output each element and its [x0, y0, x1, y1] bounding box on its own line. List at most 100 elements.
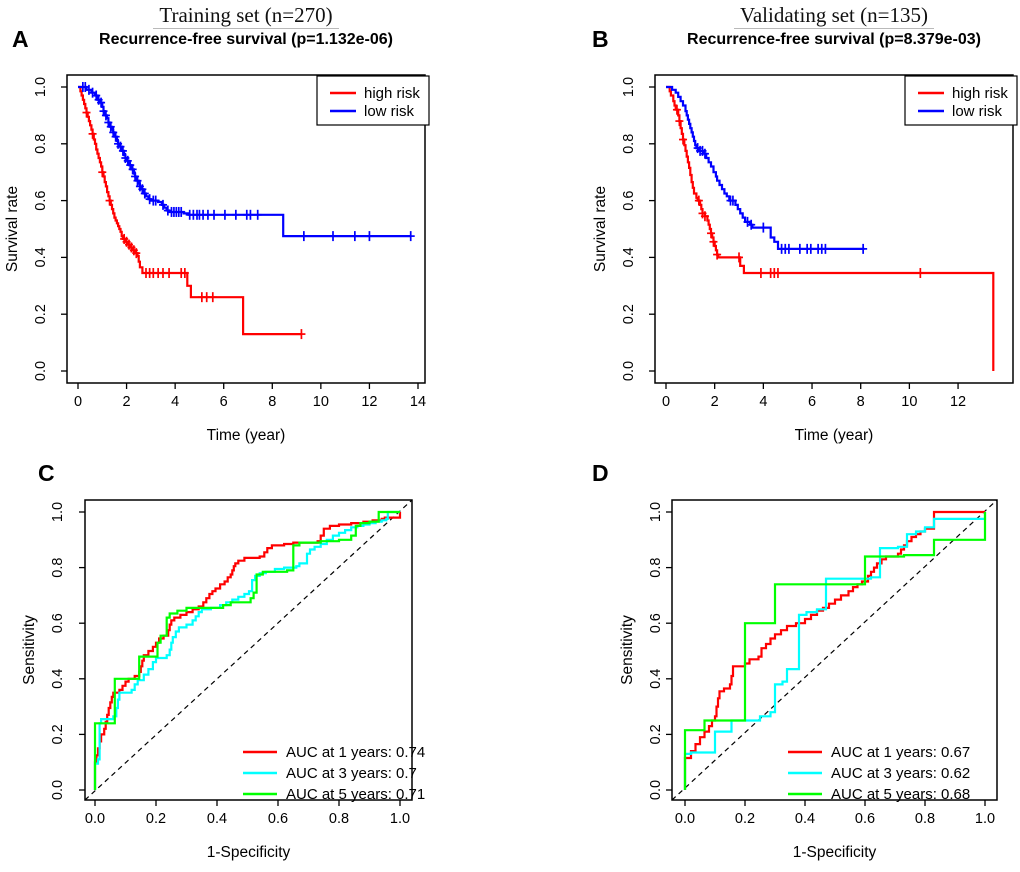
series-high-risk [666, 85, 995, 371]
y-tick-label: 0.0 [648, 780, 664, 800]
y-tick-label: 0.8 [648, 558, 664, 578]
y-tick-label: 0.2 [621, 304, 637, 324]
x-tick-label: 6 [808, 394, 816, 410]
axes [79, 499, 413, 806]
axes [666, 499, 998, 806]
km-curve [666, 85, 865, 250]
series-auc-at-3-years [683, 512, 987, 790]
legend: AUC at 1 years: 0.74 AUC at 3 years: 0.7 A… [243, 744, 425, 803]
y-tick-label: 0.2 [50, 724, 66, 744]
x-tick-label: 0.6 [268, 811, 288, 827]
x-tick-label: 12 [361, 394, 377, 410]
plot-box [654, 74, 1014, 384]
legend-label: AUC at 5 years: 0.68 [831, 786, 970, 803]
censor-marks [672, 104, 925, 279]
roc-plot-training: 0.0 0.2 0.4 0.6 0.8 1.0 0.0 0.2 0.4 0.6 0.8 1.0 1-Sp… [21, 499, 425, 861]
legend-label: AUC at 3 years: 0.7 [286, 765, 417, 782]
legend-label: AUC at 5 years: 0.71 [286, 786, 425, 803]
y-tick-label: 0.4 [648, 669, 664, 689]
y-tick-label: 0.4 [621, 247, 637, 267]
x-tick-label: 0 [74, 394, 82, 410]
y-tick-label: 1.0 [621, 77, 637, 97]
series-high-risk [78, 85, 306, 340]
roc-curve [93, 510, 400, 790]
y-tick-label: 1.0 [50, 502, 66, 522]
legend: AUC at 1 years: 0.67 AUC at 3 years: 0.62… [788, 744, 970, 803]
panel-d-label: D [592, 460, 609, 486]
censor-marks [693, 143, 868, 254]
training-set-title: Training set (n=270) [46, 3, 446, 29]
series-low-risk [78, 82, 415, 242]
legend-label: AUC at 3 years: 0.62 [831, 765, 970, 782]
y-tick-label: 0.6 [33, 191, 49, 211]
panel-a-label: A [12, 26, 29, 52]
censor-marks [78, 82, 415, 242]
roc-curve [93, 510, 400, 790]
panel-b-title: Recurrence-free survival (p=8.379e-03) [687, 31, 981, 48]
x-tick-label: 14 [410, 394, 426, 410]
y-tick-label: 0.6 [621, 191, 637, 211]
x-tick-label: 1.0 [975, 811, 995, 827]
y-tick-label: 0.8 [33, 134, 49, 154]
plot-box [671, 499, 998, 801]
x-tick-label: 4 [759, 394, 767, 410]
y-tick-label: 0.8 [621, 134, 637, 154]
y-tick-label: 0.0 [621, 361, 637, 381]
y-axis-title: Survival rate [592, 186, 609, 272]
y-tick-label: 0.4 [33, 247, 49, 267]
x-tick-label: 4 [171, 394, 179, 410]
y-tick-label: 1.0 [648, 502, 664, 522]
x-tick-label: 6 [220, 394, 228, 410]
y-tick-label: 0.4 [50, 669, 66, 689]
roc-curve [683, 510, 985, 790]
plot-box [66, 74, 426, 384]
x-tick-label: 10 [901, 394, 917, 410]
x-tick-label: 0.2 [146, 811, 166, 827]
series-auc-at-5-years [683, 512, 987, 790]
x-tick-label: 0.0 [85, 811, 105, 827]
km-curve [666, 85, 995, 371]
y-tick-label: 0.6 [648, 613, 664, 633]
x-tick-label: 1.0 [390, 811, 410, 827]
y-tick-label: 0.6 [50, 613, 66, 633]
roc-curve [683, 512, 987, 790]
y-axis-title: Survival rate [4, 186, 21, 272]
legend-box [904, 75, 1018, 126]
legend-label: high risk [952, 85, 1008, 102]
y-tick-label: 0.0 [50, 780, 66, 800]
chance-diagonal-line [671, 499, 998, 801]
panel-b-label: B [592, 26, 609, 52]
y-tick-label: 0.2 [648, 724, 664, 744]
km-plot-validating: 0 2 4 6 8 10 12 0.0 0.2 0.4 0.6 0.8 1.0 Time (year) Su… [592, 74, 1018, 444]
panel-a-title: Recurrence-free survival (p=1.132e-06) [99, 31, 393, 48]
series-auc-at-5-years [93, 510, 400, 790]
x-tick-label: 8 [268, 394, 276, 410]
series-auc-at-1-years [683, 510, 985, 790]
series-auc-at-3-years [93, 510, 400, 790]
x-axis-title: 1-Specificity [793, 844, 877, 861]
x-tick-label: 2 [123, 394, 131, 410]
validating-set-title: Validating set (n=135) [634, 3, 1020, 29]
legend-label: low risk [952, 103, 1003, 120]
axes [649, 74, 1014, 389]
series-low-risk [666, 85, 868, 254]
training-set-title-text: Training set (n=270) [153, 3, 339, 29]
censor-marks [82, 107, 306, 340]
x-tick-label: 2 [711, 394, 719, 410]
axes [61, 74, 426, 389]
x-axis-title: Time (year) [207, 427, 286, 444]
panel-c-label: C [38, 460, 55, 486]
x-tick-label: 0.4 [795, 811, 815, 827]
legend-box [316, 75, 430, 126]
x-tick-label: 10 [313, 394, 329, 410]
plot-box [84, 499, 413, 801]
y-axis-title: Sensitivity [619, 615, 636, 685]
x-tick-label: 0.2 [735, 811, 755, 827]
x-tick-label: 0.4 [207, 811, 227, 827]
y-tick-label: 1.0 [33, 77, 49, 97]
x-tick-label: 8 [857, 394, 865, 410]
y-tick-label: 0.0 [33, 361, 49, 381]
roc-curve [683, 512, 987, 790]
